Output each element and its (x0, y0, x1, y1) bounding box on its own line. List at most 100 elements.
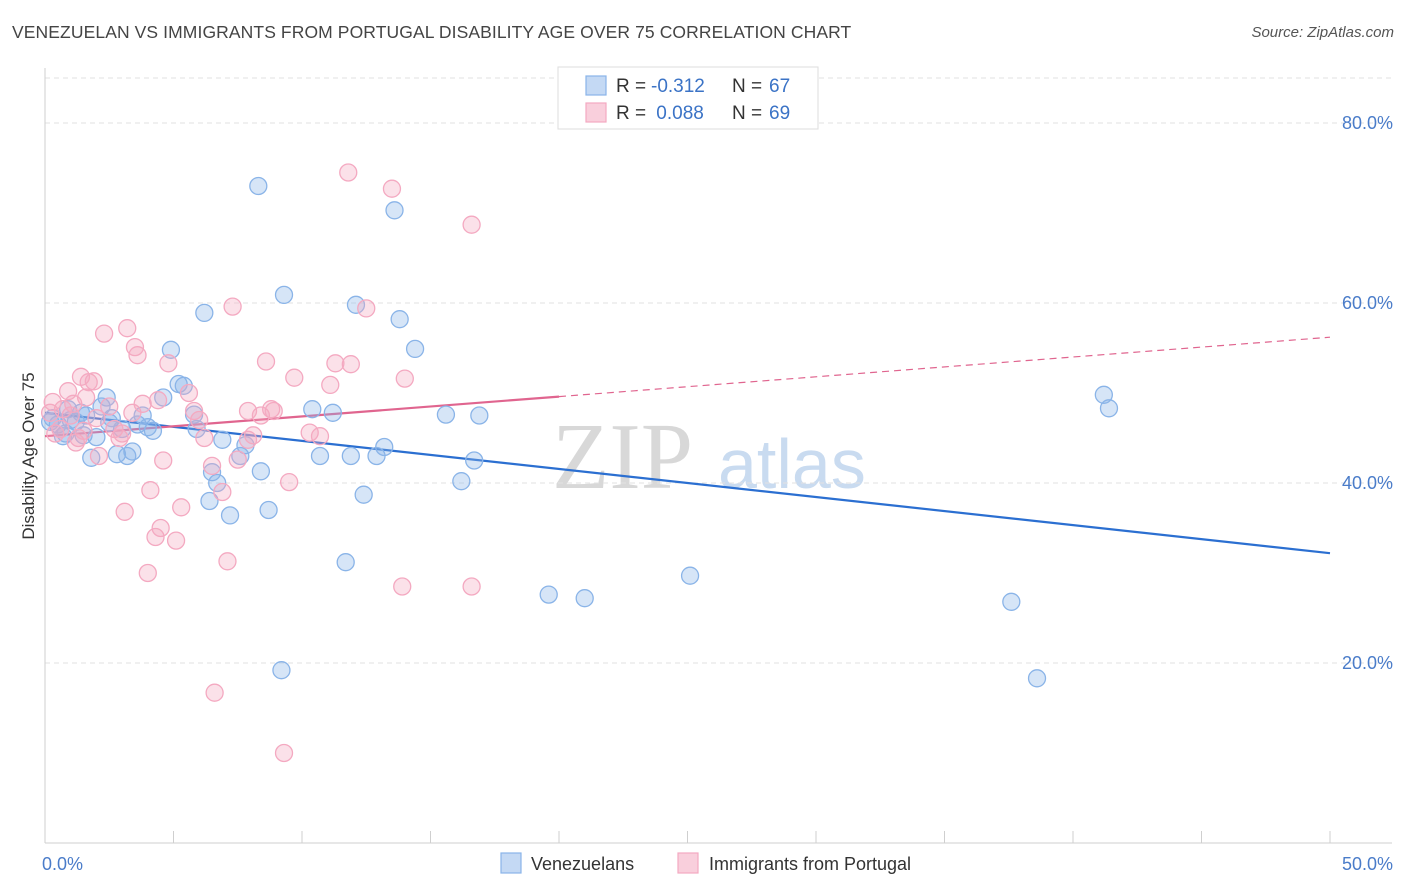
venezuelan-point-50 (385, 201, 404, 220)
portugal-point-47 (274, 743, 294, 763)
venezuelan-point-61 (1027, 669, 1047, 688)
venezuelan-point-40 (274, 285, 294, 305)
portugal-point-61 (43, 392, 62, 412)
legend-n-value-1: 67 (769, 76, 790, 97)
venezuelan-point-52 (405, 339, 425, 359)
portugal-point-37 (205, 683, 224, 702)
y-tick-label-1: 40.0% (1342, 473, 1393, 493)
portugal-point-25 (141, 481, 160, 500)
venezuelan-point-60 (1002, 592, 1021, 611)
venezuelan-point-54 (452, 472, 471, 491)
venezuelan-trend-line (44, 411, 1331, 555)
venezuelan-point-8 (76, 406, 96, 425)
portugal-point-50 (310, 427, 330, 446)
portugal-point-51 (321, 375, 340, 395)
venezuelan-point-63 (1099, 399, 1119, 418)
portugal-point-20 (123, 403, 142, 422)
venezuelan-point-38 (259, 500, 278, 520)
legend-r-label-2: R = (616, 103, 646, 124)
venezuelan-point-29 (200, 491, 219, 511)
y-axis-label: Disability Age Over 75 (19, 372, 38, 539)
portugal-point-23 (133, 394, 152, 413)
portugal-point-54 (341, 355, 360, 374)
chart-title: VENEZUELAN VS IMMIGRANTS FROM PORTUGAL D… (12, 22, 852, 42)
portugal-point-66 (238, 430, 258, 449)
venezuelan-point-17 (123, 442, 142, 461)
portugal-point-39 (218, 552, 237, 571)
portugal-point-26 (146, 527, 165, 547)
venezuelan-point-46 (346, 295, 366, 314)
venezuelan-point-42 (310, 446, 330, 466)
portugal-point-55 (357, 299, 376, 318)
portugal-point-57 (395, 369, 414, 388)
portugal-point-19 (118, 319, 137, 338)
portugal-point-10 (76, 388, 96, 407)
portugal-point-32 (172, 498, 191, 517)
y-tick-labels: 20.0% 40.0% 60.0% 80.0% (1342, 113, 1393, 673)
legend-swatch-venezuelans (585, 75, 607, 96)
portugal-point-2 (51, 419, 70, 439)
portugal-point-67 (264, 401, 283, 421)
portugal-point-36 (202, 456, 222, 476)
watermark-zip: ZIP (552, 405, 693, 509)
venezuelan-point-18 (128, 415, 147, 434)
portugal-point-63 (87, 409, 106, 428)
portugal-point-12 (84, 372, 103, 391)
grid-lines (45, 77, 1392, 664)
portugal-point-49 (285, 368, 304, 387)
portugal-point-13 (89, 446, 109, 466)
venezuelan-point-28 (195, 303, 214, 323)
venezuelan-point-33 (220, 506, 240, 525)
venezuelan-point-53 (436, 405, 456, 424)
portugal-point-14 (94, 324, 114, 343)
portugal-point-33 (179, 383, 199, 403)
legend-r-label-1: R = (616, 76, 646, 97)
portugal-point-58 (393, 577, 412, 596)
venezuelan-point-49 (375, 437, 394, 457)
source-label: Source: ZipAtlas.com (1251, 24, 1394, 41)
portugal-point-34 (190, 410, 209, 430)
venezuelan-point-57 (539, 585, 558, 604)
venezuelan-point-44 (336, 553, 355, 572)
portugal-point-38 (213, 482, 232, 502)
x-tick-labels: 0.0% 50.0% (42, 854, 1393, 874)
venezuelan-point-58 (575, 589, 594, 608)
portugal-point-65 (184, 401, 204, 421)
y-tick-label-2: 60.0% (1342, 293, 1393, 313)
portugal-point-22 (128, 346, 147, 365)
bottom-legend-venezuelans: Venezuelans (531, 854, 634, 874)
x-tick-label-0: 0.0% (42, 854, 83, 874)
portugal-point-31 (166, 531, 186, 550)
venezuelan-point-36 (249, 176, 268, 196)
legend-n-label-2: N = (732, 103, 762, 124)
legend-r-value-2: 0.088 (651, 103, 704, 124)
portugal-point-30 (159, 354, 178, 373)
portugal-point-45 (256, 352, 276, 371)
venezuelan-point-65 (74, 426, 93, 445)
portugal-point-59 (462, 215, 481, 234)
bottom-legend-swatch-portugal (677, 852, 699, 874)
portugal-point-56 (382, 179, 402, 198)
portugal-point-28 (151, 518, 170, 538)
watermark-atlas: atlas (718, 425, 866, 503)
venezuelan-point-11 (92, 397, 111, 416)
portugal-point-40 (223, 297, 242, 316)
venezuelan-point-43 (323, 403, 342, 422)
venezuelan-point-39 (272, 661, 291, 680)
venezuelan-point-45 (341, 446, 360, 466)
portugal-point-11 (79, 373, 98, 392)
legend-r-value-1: -0.312 (651, 76, 705, 97)
venezuelan-point-62 (1094, 385, 1113, 404)
x-tick-label-1: 50.0% (1342, 854, 1393, 874)
bottom-legend: Venezuelans Immigrants from Portugal (500, 852, 911, 874)
portugal-point-53 (339, 163, 358, 182)
venezuelan-point-47 (354, 485, 373, 504)
venezuelan-point-41 (303, 400, 322, 419)
legend-swatch-portugal (585, 102, 607, 123)
legend-n-label-1: N = (732, 76, 762, 97)
legend-n-value-2: 69 (769, 103, 790, 124)
portugal-point-52 (326, 354, 345, 373)
venezuelan-point-51 (390, 310, 409, 329)
y-tick-label-3: 80.0% (1342, 113, 1393, 133)
